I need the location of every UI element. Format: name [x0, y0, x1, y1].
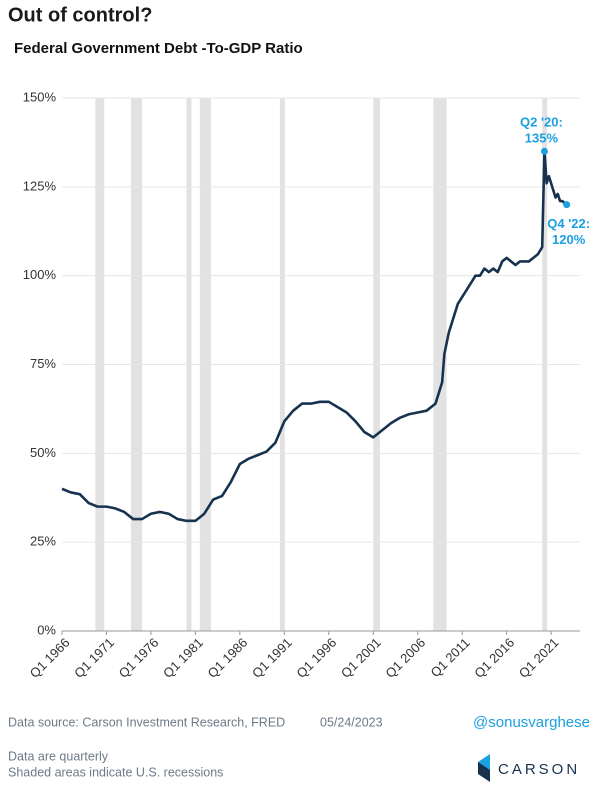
- logo: CARSON: [498, 761, 580, 778]
- y-tick-label: 150%: [23, 89, 57, 104]
- annotation: Q4 '22:: [547, 216, 590, 231]
- date: 05/24/2023: [320, 715, 383, 729]
- x-tick-label: Q1 2001: [338, 635, 384, 681]
- logo-icon: [478, 754, 490, 772]
- x-tick-label: Q1 1976: [116, 635, 162, 681]
- highlight-dot: [563, 201, 571, 209]
- note: Data are quarterly: [8, 749, 109, 763]
- logo-icon: [478, 762, 490, 782]
- y-tick-label: 75%: [30, 356, 56, 371]
- y-tick-label: 25%: [30, 534, 56, 549]
- line: [61, 150, 568, 523]
- x-tick-label: Q1 1971: [71, 635, 117, 681]
- x-tick-label: Q1 2016: [471, 635, 517, 681]
- x-tick-label: Q1 2011: [428, 635, 473, 680]
- x-tick-label: Q1 2006: [382, 635, 428, 681]
- chart-subtitle: Federal Government Debt -To-GDP Ratio: [14, 40, 303, 57]
- x-tick-label: Q1 1996: [293, 635, 339, 681]
- annotation: Q2 '20:: [520, 115, 563, 130]
- y-tick-label: 100%: [23, 267, 57, 282]
- handle: @sonusvarghese: [473, 714, 590, 731]
- note: Shaded areas indicate U.S. recessions: [8, 765, 223, 779]
- y-tick-label: 0%: [37, 622, 56, 637]
- x-tick-label: Q1 1981: [160, 635, 206, 681]
- x-tick-label: Q1 1986: [205, 635, 251, 681]
- x-tick-label: Q1 1966: [27, 635, 73, 681]
- chart-title: Out of control?: [8, 4, 152, 26]
- x-tick-label: Q1 2021: [516, 635, 562, 681]
- annotation: 120%: [552, 232, 586, 247]
- x-tick-label: Q1 1991: [249, 635, 295, 681]
- annotation: 135%: [525, 131, 559, 146]
- y-tick-label: 50%: [30, 445, 56, 460]
- source: Data source: Carson Investment Research,…: [8, 715, 285, 729]
- y-tick-label: 125%: [23, 178, 57, 193]
- highlight-dot: [540, 147, 548, 155]
